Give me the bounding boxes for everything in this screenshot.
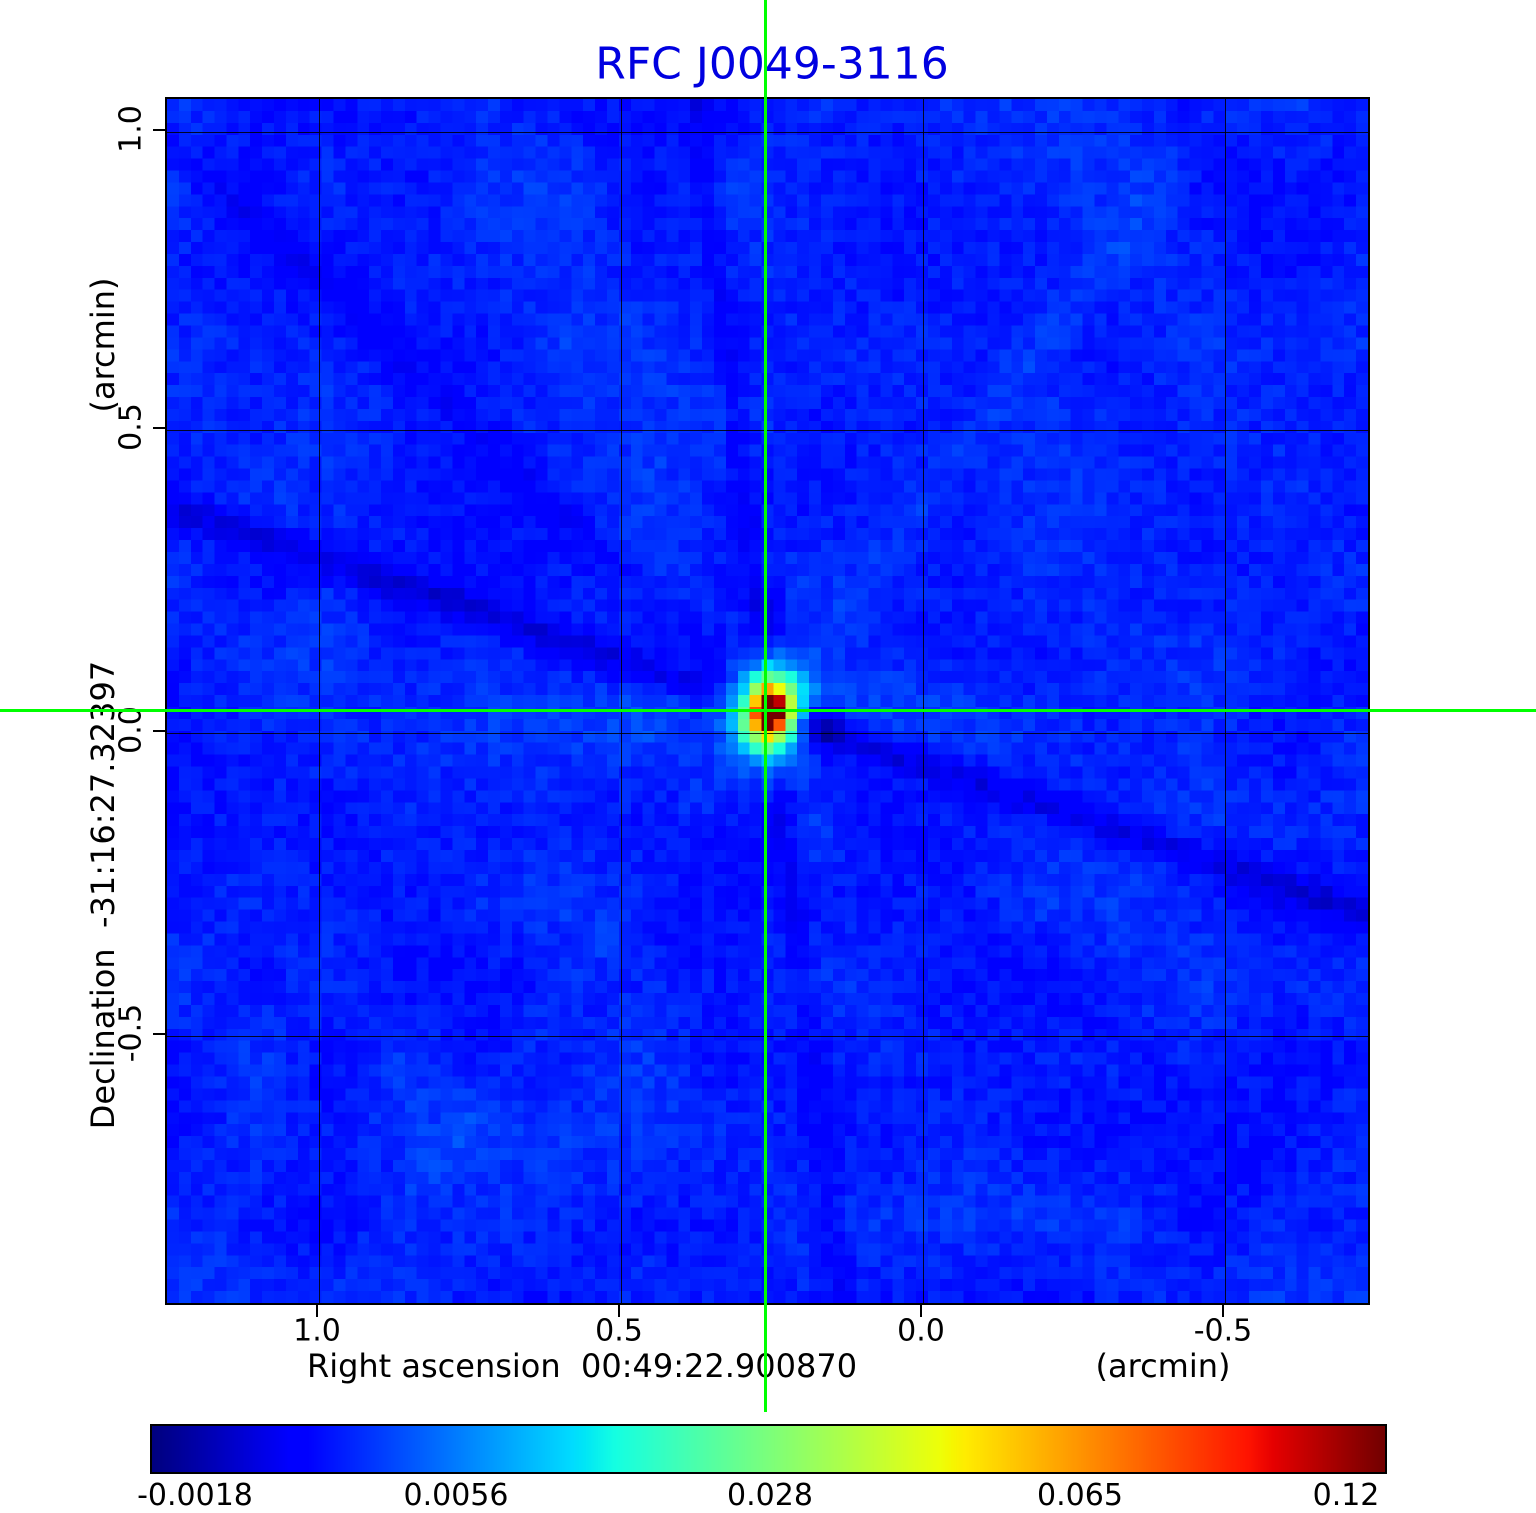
- heatmap-canvas: [167, 99, 1368, 1303]
- colorbar-tick-label: -0.0018: [137, 1478, 253, 1513]
- colorbar-labels: -0.0018 0.0056 0.028 0.065 0.12: [137, 1478, 1387, 1513]
- x-tick-label: -0.5: [1193, 1313, 1253, 1349]
- grid-line-vertical: [621, 99, 622, 1303]
- grid-line-vertical: [923, 99, 924, 1303]
- grid-line-horizontal: [167, 132, 1368, 133]
- grid-line-horizontal: [167, 430, 1368, 431]
- y-tick-label: 1.0: [113, 105, 149, 153]
- x-tick-mark: [1222, 1305, 1224, 1317]
- x-axis-label: Right ascension 00:49:22.900870: [306, 1347, 858, 1385]
- plot-title: RFC J0049-3116: [595, 38, 949, 90]
- x-tick-mark: [920, 1305, 922, 1317]
- grid-line-vertical: [1225, 99, 1226, 1303]
- x-tick-label: 0.0: [897, 1313, 945, 1349]
- crosshair-vertical: [764, 0, 767, 1412]
- x-tick-label: 0.5: [595, 1313, 643, 1349]
- crosshair-horizontal: [0, 709, 1536, 712]
- grid-line-horizontal: [167, 1036, 1368, 1037]
- x-tick-label: 1.0: [293, 1313, 341, 1349]
- y-tick-mark: [153, 129, 165, 131]
- colorbar-tick-label: 0.065: [1037, 1478, 1123, 1513]
- y-axis-unit-label: (arcmin): [84, 277, 122, 413]
- grid-line-horizontal: [167, 733, 1368, 734]
- x-tick-mark: [618, 1305, 620, 1317]
- colorbar-tick-label: 0.028: [727, 1478, 813, 1513]
- y-tick-mark: [153, 730, 165, 732]
- y-tick-mark: [153, 1033, 165, 1035]
- grid-line-vertical: [319, 99, 320, 1303]
- colorbar-tick-label: 0.0056: [403, 1478, 509, 1513]
- plot-area: [165, 97, 1370, 1305]
- colorbar-canvas: [152, 1426, 1385, 1472]
- x-tick-mark: [316, 1305, 318, 1317]
- y-tick-label: 0.5: [113, 403, 149, 451]
- y-tick-mark: [153, 427, 165, 429]
- x-axis-unit-label: (arcmin): [1095, 1347, 1231, 1385]
- colorbar: [150, 1424, 1387, 1474]
- colorbar-tick-label: 0.12: [1312, 1478, 1380, 1513]
- y-tick-label: -0.5: [113, 1003, 149, 1063]
